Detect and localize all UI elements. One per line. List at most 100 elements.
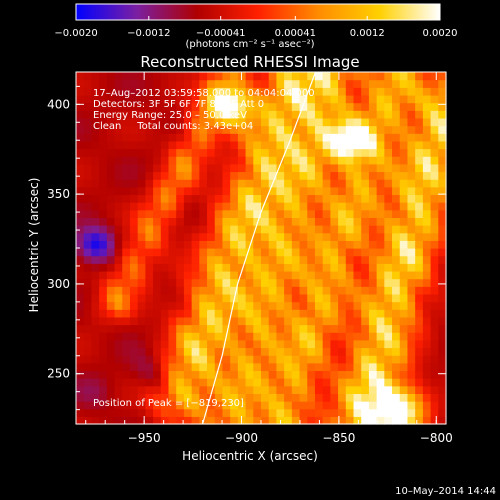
heatmap-cell — [199, 194, 208, 203]
heatmap-cell — [145, 263, 154, 272]
heatmap-cell — [253, 156, 262, 165]
heatmap-cell — [207, 286, 216, 295]
heatmap-cell — [276, 140, 285, 150]
heatmap-cell — [307, 408, 316, 417]
heatmap-cell — [230, 156, 239, 165]
heatmap-cell — [284, 278, 293, 287]
heatmap-cell — [145, 148, 154, 157]
heatmap-cell — [299, 393, 308, 402]
heatmap-cell — [268, 79, 278, 88]
heatmap-cell — [314, 179, 324, 188]
heatmap-cell — [415, 370, 424, 379]
heatmap-cell — [76, 232, 85, 241]
heatmap-cell — [160, 355, 170, 364]
heatmap-cell — [160, 225, 170, 234]
heatmap-cell — [191, 117, 200, 127]
heatmap-cell — [160, 209, 170, 218]
heatmap-cell — [122, 225, 131, 234]
heatmap-cell — [392, 339, 401, 349]
heatmap-cell — [338, 232, 347, 241]
heatmap-cell — [160, 255, 170, 264]
heatmap-cell — [99, 255, 108, 264]
heatmap-cell — [114, 248, 123, 257]
heatmap-cell — [291, 209, 301, 218]
heatmap-cell — [399, 393, 409, 402]
heatmap-cell — [345, 263, 355, 272]
heatmap-cell — [122, 240, 131, 249]
heatmap-cell — [214, 133, 224, 142]
heatmap-cell — [376, 401, 385, 410]
heatmap-cell — [307, 232, 316, 241]
heatmap-cell — [245, 87, 254, 96]
heatmap-cell — [137, 140, 146, 150]
annotation-clean: Clean Total counts: 3.43e+04 — [93, 121, 253, 132]
heatmap-cell — [276, 332, 285, 341]
heatmap-cell — [76, 102, 85, 111]
heatmap-cell — [384, 72, 393, 81]
heatmap-cell — [237, 117, 247, 127]
heatmap-cell — [430, 255, 439, 264]
heatmap-cell — [237, 401, 247, 410]
heatmap-cell — [368, 217, 378, 226]
heatmap-cell — [361, 209, 370, 218]
heatmap-cell — [276, 401, 285, 410]
heatmap-cell — [361, 186, 370, 196]
heatmap-cell — [345, 362, 355, 372]
heatmap-cell — [399, 286, 409, 295]
heatmap-cell — [114, 324, 123, 333]
heatmap-cell — [361, 370, 370, 379]
heatmap-cell — [361, 94, 370, 104]
heatmap-cell — [106, 79, 116, 88]
heatmap-cell — [353, 385, 362, 394]
heatmap-cell — [137, 79, 146, 88]
heatmap-cell — [376, 163, 385, 173]
heatmap-cell — [307, 248, 316, 257]
heatmap-cell — [314, 156, 324, 165]
heatmap-cell — [415, 125, 424, 134]
heatmap-cell — [106, 255, 116, 264]
heatmap-cell — [99, 94, 108, 104]
heatmap-cell — [384, 408, 393, 417]
heatmap-cell — [407, 378, 416, 387]
heatmap-cell — [245, 255, 254, 264]
heatmap-cell — [345, 240, 355, 249]
heatmap-cell — [307, 202, 316, 211]
heatmap-cell — [322, 316, 331, 326]
heatmap-cell — [114, 209, 123, 218]
heatmap-cell — [176, 171, 185, 180]
heatmap-cell — [322, 110, 331, 119]
heatmap-cell — [307, 339, 316, 349]
heatmap-cell — [99, 117, 108, 127]
heatmap-cell — [322, 240, 331, 249]
heatmap-cell — [214, 270, 224, 280]
heatmap-cell — [268, 416, 278, 425]
heatmap-cell — [299, 355, 308, 364]
heatmap-cell — [307, 347, 316, 356]
heatmap-cell — [237, 202, 247, 211]
heatmap-cell — [314, 324, 324, 333]
heatmap-cell — [91, 94, 100, 104]
heatmap-cell — [322, 117, 331, 127]
heatmap-cell — [191, 355, 200, 364]
heatmap-cell — [399, 339, 409, 349]
heatmap-cell — [338, 117, 347, 127]
heatmap-cell — [392, 148, 401, 157]
heatmap-cell — [145, 301, 154, 310]
heatmap-cell — [384, 110, 393, 119]
heatmap-cell — [291, 393, 301, 402]
heatmap-cell — [207, 401, 216, 410]
heatmap-cell — [415, 117, 424, 127]
heatmap-cell — [361, 140, 370, 150]
heatmap-cell — [214, 301, 224, 310]
heatmap-cell — [129, 393, 139, 402]
heatmap-cell — [176, 293, 185, 303]
heatmap-cell — [438, 248, 447, 257]
heatmap-cell — [438, 347, 447, 356]
heatmap-cell — [207, 156, 216, 165]
heatmap-cell — [76, 125, 85, 134]
heatmap-cell — [122, 332, 131, 341]
heatmap-cell — [183, 163, 193, 173]
heatmap-cell — [284, 416, 293, 425]
heatmap-cell — [183, 133, 193, 142]
heatmap-cell — [145, 332, 154, 341]
